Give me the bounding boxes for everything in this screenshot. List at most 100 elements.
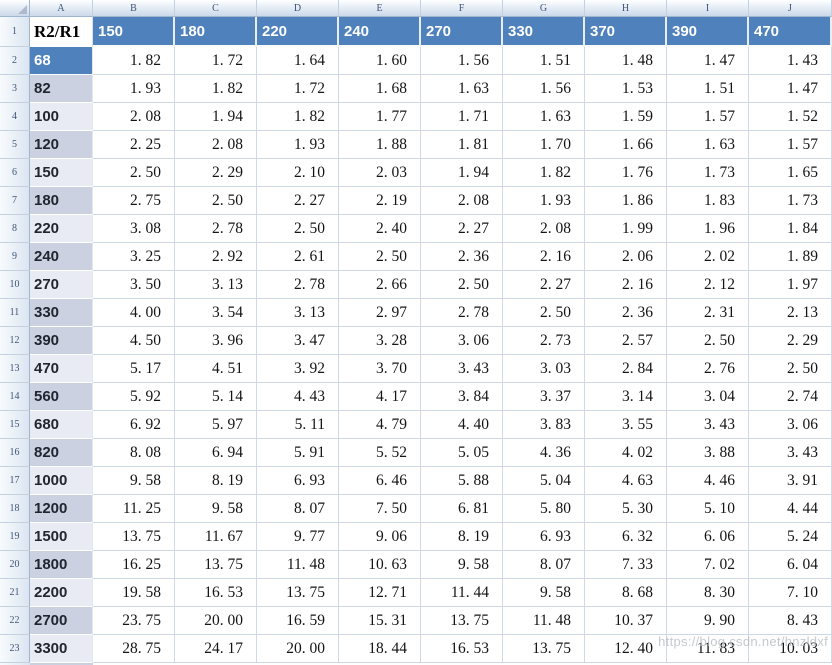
cell-C8[interactable]: 2. 78	[175, 215, 257, 243]
cell-J11[interactable]: 2. 13	[749, 299, 832, 327]
cell-I8[interactable]: 1. 96	[667, 215, 749, 243]
cell-F19[interactable]: 8. 19	[421, 523, 503, 551]
row-header-13[interactable]: 13	[0, 355, 30, 383]
cell-B20[interactable]: 16. 25	[93, 551, 175, 579]
cell-A17[interactable]: 1000	[30, 467, 93, 495]
cell-A12[interactable]: 390	[30, 327, 93, 355]
cell-I2[interactable]: 1. 47	[667, 47, 749, 75]
row-header-2[interactable]: 2	[0, 47, 30, 75]
cell-I15[interactable]: 3. 43	[667, 411, 749, 439]
cell-D20[interactable]: 11. 48	[257, 551, 339, 579]
cell-F18[interactable]: 6. 81	[421, 495, 503, 523]
row-header-5[interactable]: 5	[0, 131, 30, 159]
cell-I19[interactable]: 6. 06	[667, 523, 749, 551]
cell-C2[interactable]: 1. 72	[175, 47, 257, 75]
cell-E22[interactable]: 15. 31	[339, 607, 421, 635]
column-header-F[interactable]: F	[421, 0, 503, 17]
row-header-19[interactable]: 19	[0, 523, 30, 551]
cell-F14[interactable]: 3. 84	[421, 383, 503, 411]
cell-I3[interactable]: 1. 51	[667, 75, 749, 103]
cell-E15[interactable]: 4. 79	[339, 411, 421, 439]
cell-C14[interactable]: 5. 14	[175, 383, 257, 411]
cell-H19[interactable]: 6. 32	[585, 523, 667, 551]
cell-F12[interactable]: 3. 06	[421, 327, 503, 355]
cell-C18[interactable]: 9. 58	[175, 495, 257, 523]
cell-I21[interactable]: 8. 30	[667, 579, 749, 607]
row-header-18[interactable]: 18	[0, 495, 30, 523]
cell-C9[interactable]: 2. 92	[175, 243, 257, 271]
cell-C20[interactable]: 13. 75	[175, 551, 257, 579]
cell-G5[interactable]: 1. 70	[503, 131, 585, 159]
cell-A10[interactable]: 270	[30, 271, 93, 299]
cell-D22[interactable]: 16. 59	[257, 607, 339, 635]
cell-G2[interactable]: 1. 51	[503, 47, 585, 75]
cell-F3[interactable]: 1. 63	[421, 75, 503, 103]
cell-D4[interactable]: 1. 82	[257, 103, 339, 131]
cell-J15[interactable]: 3. 06	[749, 411, 832, 439]
column-header-C[interactable]: C	[175, 0, 257, 17]
row-header-20[interactable]: 20	[0, 551, 30, 579]
cell-I9[interactable]: 2. 02	[667, 243, 749, 271]
row-header-14[interactable]: 14	[0, 383, 30, 411]
cell-F24[interactable]	[421, 663, 503, 665]
cell-F2[interactable]: 1. 56	[421, 47, 503, 75]
cell-I6[interactable]: 1. 73	[667, 159, 749, 187]
cell-I4[interactable]: 1. 57	[667, 103, 749, 131]
row-header-15[interactable]: 15	[0, 411, 30, 439]
cell-F6[interactable]: 1. 94	[421, 159, 503, 187]
cell-C3[interactable]: 1. 82	[175, 75, 257, 103]
cell-E11[interactable]: 2. 97	[339, 299, 421, 327]
column-header-G[interactable]: G	[503, 0, 585, 17]
row-header-11[interactable]: 11	[0, 299, 30, 327]
cell-E20[interactable]: 10. 63	[339, 551, 421, 579]
cell-B18[interactable]: 11. 25	[93, 495, 175, 523]
cell-B4[interactable]: 2. 08	[93, 103, 175, 131]
cell-G18[interactable]: 5. 80	[503, 495, 585, 523]
cell-E21[interactable]: 12. 71	[339, 579, 421, 607]
cell-C24[interactable]	[175, 663, 257, 665]
cell-A24[interactable]	[30, 663, 93, 665]
cell-F22[interactable]: 13. 75	[421, 607, 503, 635]
row-header-7[interactable]: 7	[0, 187, 30, 215]
row-header-17[interactable]: 17	[0, 467, 30, 495]
cell-H15[interactable]: 3. 55	[585, 411, 667, 439]
cell-G14[interactable]: 3. 37	[503, 383, 585, 411]
cell-A4[interactable]: 100	[30, 103, 93, 131]
cell-D14[interactable]: 4. 43	[257, 383, 339, 411]
cell-F11[interactable]: 2. 78	[421, 299, 503, 327]
cell-G19[interactable]: 6. 93	[503, 523, 585, 551]
cell-F16[interactable]: 5. 05	[421, 439, 503, 467]
cell-G23[interactable]: 13. 75	[503, 635, 585, 663]
cell-F8[interactable]: 2. 27	[421, 215, 503, 243]
cell-F7[interactable]: 2. 08	[421, 187, 503, 215]
row-header-8[interactable]: 8	[0, 215, 30, 243]
cell-H24[interactable]	[585, 663, 667, 665]
cell-B3[interactable]: 1. 93	[93, 75, 175, 103]
cell-D1[interactable]: 220	[257, 17, 339, 47]
cell-I16[interactable]: 3. 88	[667, 439, 749, 467]
cell-H12[interactable]: 2. 57	[585, 327, 667, 355]
cell-J5[interactable]: 1. 57	[749, 131, 832, 159]
cell-D12[interactable]: 3. 47	[257, 327, 339, 355]
cell-D6[interactable]: 2. 10	[257, 159, 339, 187]
cell-G22[interactable]: 11. 48	[503, 607, 585, 635]
cell-J13[interactable]: 2. 50	[749, 355, 832, 383]
cell-I17[interactable]: 4. 46	[667, 467, 749, 495]
cell-A5[interactable]: 120	[30, 131, 93, 159]
cell-A6[interactable]: 150	[30, 159, 93, 187]
cell-I12[interactable]: 2. 50	[667, 327, 749, 355]
cell-F9[interactable]: 2. 36	[421, 243, 503, 271]
cell-H1[interactable]: 370	[585, 17, 667, 47]
cell-B7[interactable]: 2. 75	[93, 187, 175, 215]
cell-D5[interactable]: 1. 93	[257, 131, 339, 159]
cell-C16[interactable]: 6. 94	[175, 439, 257, 467]
cell-A9[interactable]: 240	[30, 243, 93, 271]
cell-A2[interactable]: 68	[30, 47, 93, 75]
cell-H22[interactable]: 10. 37	[585, 607, 667, 635]
cell-F15[interactable]: 4. 40	[421, 411, 503, 439]
cell-J2[interactable]: 1. 43	[749, 47, 832, 75]
cell-B14[interactable]: 5. 92	[93, 383, 175, 411]
cell-B22[interactable]: 23. 75	[93, 607, 175, 635]
column-header-D[interactable]: D	[257, 0, 339, 17]
cell-H13[interactable]: 2. 84	[585, 355, 667, 383]
